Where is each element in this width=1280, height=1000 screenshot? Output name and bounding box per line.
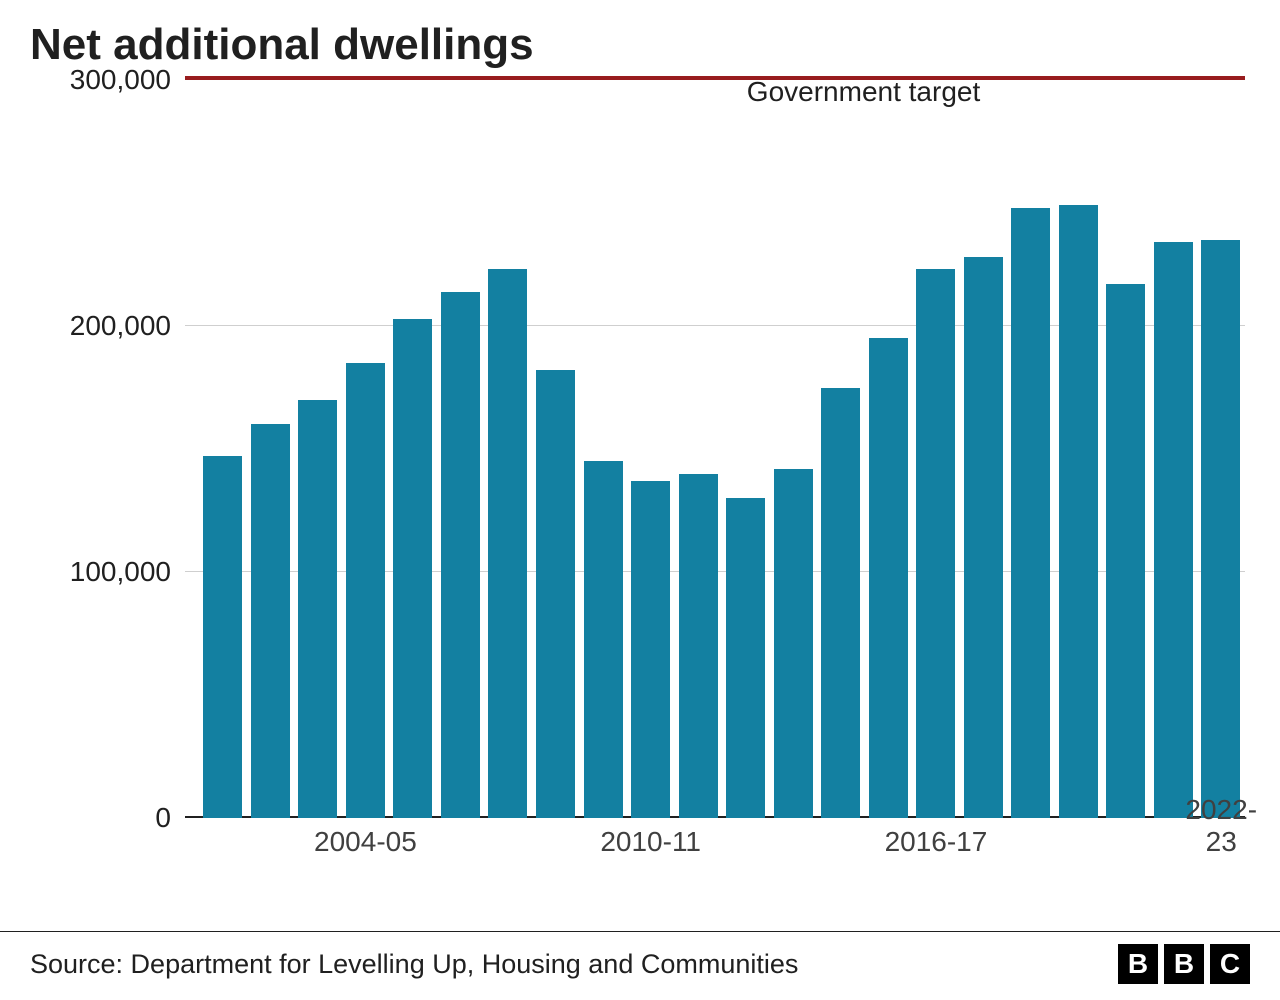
bar — [1154, 242, 1193, 818]
chart-title: Net additional dwellings — [30, 20, 1250, 70]
bar — [536, 370, 575, 818]
bars-area — [199, 80, 1245, 818]
bar-slot — [1055, 80, 1103, 818]
bar — [298, 400, 337, 818]
bar — [393, 319, 432, 818]
bar-slot — [817, 80, 865, 818]
bar — [251, 424, 290, 818]
bar — [441, 292, 480, 818]
bbc-logo-block: B — [1164, 944, 1204, 984]
x-axis-label: 2022-23 — [1185, 794, 1257, 858]
bar-slot — [199, 80, 247, 818]
bar-slot — [674, 80, 722, 818]
bar — [346, 363, 385, 818]
bar-slot — [912, 80, 960, 818]
bar — [1201, 240, 1240, 818]
bar — [631, 481, 670, 818]
bar — [726, 498, 765, 818]
y-axis-label: 0 — [31, 802, 171, 834]
bar — [821, 388, 860, 819]
y-axis-label: 100,000 — [31, 556, 171, 588]
bar-slot — [1150, 80, 1198, 818]
bar — [488, 269, 527, 818]
plot-area: 0100,000200,000300,000Government target2… — [30, 80, 1250, 850]
bar-slot — [294, 80, 342, 818]
x-axis-label: 2016-17 — [885, 826, 988, 858]
bar-slot — [960, 80, 1008, 818]
chart-container: Net additional dwellings 0 100,000 200,000… — [30, 20, 1250, 980]
bar-slot — [864, 80, 912, 818]
bar-slot — [247, 80, 295, 818]
bar — [203, 456, 242, 818]
bar-slot — [342, 80, 390, 818]
bar — [774, 469, 813, 818]
bar-slot — [1102, 80, 1150, 818]
bar-slot — [532, 80, 580, 818]
bar-slot — [579, 80, 627, 818]
bbc-logo-block: B — [1118, 944, 1158, 984]
bar — [964, 257, 1003, 818]
bar — [869, 338, 908, 818]
y-axis-label: 200,000 — [31, 310, 171, 342]
y-axis-label: 300,000 — [31, 64, 171, 96]
bar-slot — [1007, 80, 1055, 818]
bar-slot — [627, 80, 675, 818]
bar-slot — [437, 80, 485, 818]
source-text: Source: Department for Levelling Up, Hou… — [30, 949, 798, 980]
footer: Source: Department for Levelling Up, Hou… — [0, 931, 1280, 1000]
bar-slot — [722, 80, 770, 818]
x-axis-label: 2010-11 — [600, 826, 701, 858]
bar-slot — [389, 80, 437, 818]
bar — [916, 269, 955, 818]
bar — [1106, 284, 1145, 818]
bbc-logo: BBC — [1118, 944, 1250, 984]
bar — [1011, 208, 1050, 818]
bar — [1059, 205, 1098, 818]
bar — [679, 474, 718, 818]
bar-slot — [484, 80, 532, 818]
bar — [584, 461, 623, 818]
bar-slot — [769, 80, 817, 818]
bbc-logo-block: C — [1210, 944, 1250, 984]
x-axis-label: 2004-05 — [314, 826, 417, 858]
bar-slot — [1197, 80, 1245, 818]
